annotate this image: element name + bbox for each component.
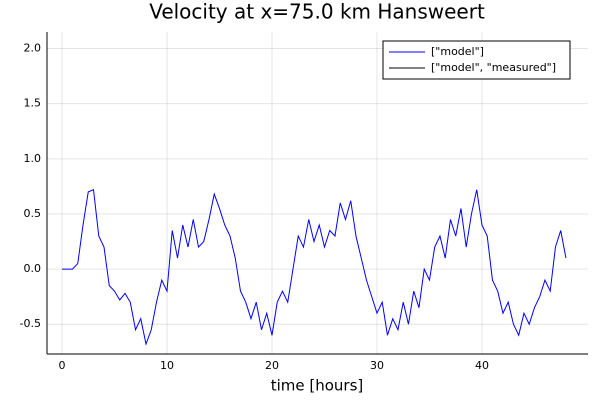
legend-label: ["model"] (431, 45, 484, 58)
x-axis-label: time [hours] (271, 377, 364, 395)
y-tick-label: 1.0 (24, 152, 42, 165)
x-tick-label: 30 (370, 359, 384, 372)
y-tick-label: 2.0 (24, 42, 42, 55)
y-tick-label: -0.5 (20, 317, 41, 330)
legend-box (382, 40, 571, 80)
data-line (62, 188, 567, 346)
x-tick-label: 40 (475, 359, 489, 372)
y-tick-label: 0.0 (24, 262, 42, 275)
x-tick-label: 20 (265, 359, 279, 372)
y-tick-label: 0.5 (24, 207, 42, 220)
x-tick-label: 10 (160, 359, 174, 372)
chart-title: Velocity at x=75.0 km Hansweert (149, 0, 485, 24)
x-tick-label: 0 (59, 359, 66, 372)
legend-label: ["model", "measured"] (431, 61, 556, 74)
y-tick-label: 1.5 (24, 97, 42, 110)
